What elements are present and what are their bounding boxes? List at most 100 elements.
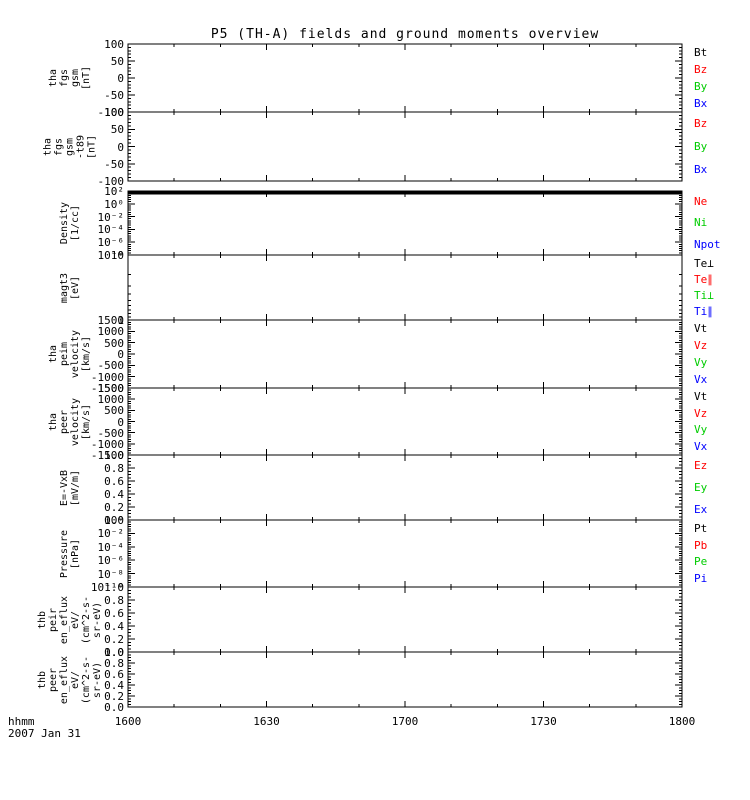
y-axis-title-line: [mV/m]: [70, 469, 81, 506]
y-tick-label: -500: [97, 359, 125, 373]
y-tick-label: 1500: [97, 382, 125, 395]
y-tick-label: 1500: [97, 314, 125, 327]
x-tick-label: 1700: [391, 715, 419, 728]
legend-item: Pb: [694, 538, 708, 552]
panel-legend: Pt Pb Pe Pi: [694, 520, 750, 587]
legend-item: Ne: [694, 195, 708, 209]
x-tick-label: 1630: [253, 715, 280, 728]
y-axis-title-line: magt3: [59, 272, 70, 303]
y-tick-label: 10⁻⁴: [97, 540, 125, 554]
y-tick-label: 0.2: [104, 690, 124, 703]
legend-item: Bx: [694, 97, 708, 110]
y-axis-title-line: [eV]: [70, 275, 81, 300]
y-tick-label: -1000: [90, 437, 124, 451]
y-axis-title-line: tha: [48, 68, 59, 88]
y-axis-title-line: peir: [48, 607, 59, 632]
panel-legend: Bz By Bx: [694, 112, 750, 181]
y-tick-label: 0.8: [104, 594, 124, 607]
y-tick-label: 10⁻¹⁰: [90, 581, 124, 594]
legend-item: Ey: [694, 480, 708, 494]
panel-tha-fgs-gsm-t89: [127, 111, 683, 182]
y-axis-title: thb peir en_eflux eV/(cm^2-s-sr-eV): [37, 587, 103, 652]
y-axis-title-line: velocity: [70, 329, 81, 379]
x-axis-date-label: 2007 Jan 31: [8, 727, 81, 740]
legend-item: Te⊥: [694, 256, 714, 270]
panel-magt3: [127, 254, 683, 321]
y-axis-title-line: gsm: [64, 137, 76, 156]
legend-item: By: [694, 80, 708, 93]
y-axis-title-line: velocity: [70, 397, 81, 446]
y-axis-title-line: sr-eV): [92, 601, 103, 638]
chart-title: P5 (TH-A) fields and ground moments over…: [210, 27, 600, 42]
y-tick-label: 0.0: [104, 646, 124, 659]
y-axis-title: magt3 [eV]: [59, 255, 81, 320]
y-tick-label: -1500: [90, 382, 124, 395]
legend-item: Ni: [694, 216, 708, 230]
legend-item: Ez: [694, 459, 708, 473]
y-axis-title: tha peim velocity [km/s]: [48, 320, 92, 388]
y-tick-label: 0: [117, 140, 124, 154]
y-axis-title-line: sr-eV): [92, 661, 103, 698]
legend-item: Vz: [694, 339, 708, 352]
y-axis-title-line: tha: [48, 344, 59, 364]
y-tick-label: 10²: [104, 185, 124, 198]
y-tick-label: 1000: [97, 325, 125, 339]
legend-item: Vx: [694, 440, 708, 454]
y-tick-label: 10⁰: [104, 197, 124, 211]
panel-e-field: [127, 454, 683, 521]
y-tick-label: 0.8: [104, 657, 124, 670]
y-axis-title-line: en_eflux: [59, 595, 70, 644]
y-axis-title-line: [km/s]: [81, 335, 92, 373]
y-tick-label: 0.4: [104, 620, 124, 633]
y-tick-label: 10: [110, 249, 124, 262]
y-tick-label: -100: [97, 106, 125, 119]
y-tick-label: 0.2: [104, 501, 124, 514]
y-tick-label: 10⁻⁸: [97, 249, 125, 262]
panel-legend: Vt Vz Vy Vx: [694, 320, 750, 388]
y-tick-label: 10⁻⁸: [97, 567, 125, 581]
panel-legend: Vt Vz Vy Vx: [694, 388, 750, 455]
x-tick-label: 1800: [668, 715, 696, 728]
y-tick-label: 10⁻²: [97, 210, 125, 224]
y-tick-label: 100: [104, 38, 124, 51]
y-tick-label: 1.0: [104, 646, 124, 659]
y-tick-label: -1500: [90, 449, 124, 462]
y-tick-label: 0.6: [104, 668, 124, 681]
y-tick-label: 10⁰: [104, 514, 124, 527]
legend-item: Bz: [694, 117, 708, 130]
y-tick-label: 0.4: [104, 488, 124, 501]
x-tick-label: 1730: [530, 715, 557, 728]
legend-item: Vt: [694, 322, 708, 335]
legend-item: Vx: [694, 373, 708, 386]
y-tick-label: 500: [104, 404, 124, 418]
panel-legend: Ne Ni Npot: [694, 191, 750, 255]
legend-item: Bx: [694, 163, 708, 176]
y-axis-title-line: eV/: [70, 610, 81, 629]
panel-tha-fgs-gsm: [127, 43, 683, 113]
y-tick-label: 0.0: [104, 514, 124, 527]
y-axis-title: E=-VxB [mV/m]: [59, 455, 81, 520]
y-tick-label: 0.8: [104, 462, 124, 475]
legend-item: By: [694, 140, 708, 153]
legend-item: Vy: [694, 423, 708, 437]
legend-item: Ex: [694, 502, 708, 516]
legend-item: Te∥: [694, 272, 713, 286]
y-axis-title: Density [1/cc]: [59, 191, 81, 255]
panel-legend: Te⊥ Te∥ Ti⊥ Ti∥: [694, 255, 750, 320]
y-tick-label: 0: [117, 72, 124, 85]
y-axis-title-line: [km/s]: [81, 403, 92, 440]
y-tick-label: 0: [117, 348, 124, 361]
y-tick-label: 100: [104, 106, 124, 119]
y-axis-title: Pressure [nPa]: [59, 520, 81, 587]
legend-item: Ti∥: [694, 305, 713, 319]
y-tick-label: 0.0: [104, 701, 124, 714]
y-tick-label: -50: [104, 157, 124, 171]
y-axis-title-line: eV/: [70, 670, 81, 689]
y-tick-label: 50: [110, 55, 124, 68]
y-axis-title: tha fgs gsm [nT]: [48, 44, 92, 112]
panel-tha-peer-velocity: [127, 387, 683, 456]
y-axis-title-line: tha: [48, 412, 59, 431]
y-tick-label: 10⁻⁶: [97, 554, 125, 568]
y-axis-title-line: [nT]: [86, 134, 98, 159]
